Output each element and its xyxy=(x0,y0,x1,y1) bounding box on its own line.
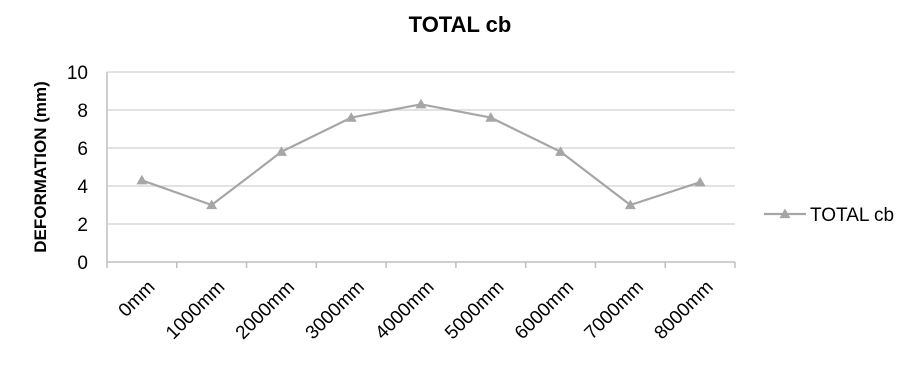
x-tick-label: 6000mm xyxy=(511,277,578,344)
legend[interactable]: TOTAL cb xyxy=(764,205,894,226)
legend-marker-icon xyxy=(779,208,791,219)
series-layer xyxy=(136,98,706,210)
x-tick-label: 1000mm xyxy=(162,277,229,344)
y-tick-label: 10 xyxy=(67,63,88,84)
chart-title: TOTAL cb xyxy=(409,12,512,37)
y-tick-label: 8 xyxy=(77,101,88,122)
data-point-marker xyxy=(206,199,218,210)
y-tick-label: 4 xyxy=(77,177,88,198)
y-axis-label: DEFORMATION (mm) xyxy=(31,81,50,253)
y-tick-label: 0 xyxy=(77,253,88,274)
gridlines xyxy=(107,71,735,225)
x-tick-label: 2000mm xyxy=(232,277,299,344)
data-point-marker xyxy=(694,176,706,187)
x-tick-label: 0mm xyxy=(115,277,160,322)
data-point-marker xyxy=(136,174,148,185)
legend-label: TOTAL cb xyxy=(810,205,894,226)
y-tick-labels: 0 2 4 6 8 10 xyxy=(67,63,89,274)
data-point-marker xyxy=(555,146,567,156)
x-tick-labels: 0mm 1000mm 2000mm 3000mm 4000mm 5000mm 6000mm 7… xyxy=(115,277,718,344)
y-tick-label: 6 xyxy=(77,139,88,160)
data-point-marker xyxy=(485,112,497,122)
y-tick-label: 2 xyxy=(77,215,88,236)
x-tick-label: 5000mm xyxy=(441,277,508,344)
data-point-marker xyxy=(345,112,357,122)
x-tick-label: 7000mm xyxy=(581,277,648,344)
x-tick-label: 4000mm xyxy=(371,277,438,344)
x-tick-label: 8000mm xyxy=(651,277,718,344)
data-point-marker xyxy=(624,199,636,210)
series-line xyxy=(141,103,701,207)
data-point-marker xyxy=(275,146,287,156)
axes xyxy=(106,72,736,268)
x-tick-label: 3000mm xyxy=(302,277,369,344)
data-point-marker xyxy=(415,98,427,109)
